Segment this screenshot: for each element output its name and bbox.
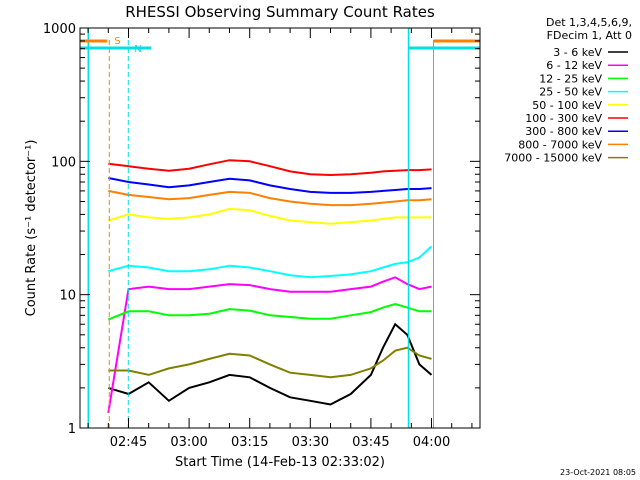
series-line-6 [108,159,432,177]
observing-flags: SN [80,28,480,428]
x-tick-label: 03:15 [231,435,268,450]
legend-label-2: 6 - 12 keV [546,59,602,72]
chart-title: RHESSI Observing Summary Count Rates [125,3,435,21]
series-line-5 [108,207,432,225]
generation-timestamp: 23-Oct-2021 08:05 [560,468,636,477]
x-axis-label: Start Time (14-Feb-13 02:33:02) [175,455,385,470]
legend-header-line-2: FDecim 1, Att 0 [547,29,632,42]
plot-frame [79,27,481,429]
series-line-8 [108,189,432,207]
legend: Det 1,3,4,5,6,9, FDecim 1, Att 0 3 - 6 k… [504,16,632,165]
series-line-7 [108,177,432,194]
x-tick-label: 03:00 [170,435,207,450]
legend-label-6: 100 - 300 keV [525,112,602,125]
y-axis: 1 10 100 1000 [43,22,480,437]
y-tick-label: 10 [59,289,76,304]
x-tick-label: 03:45 [352,435,389,450]
x-tick-label: 03:30 [292,435,329,450]
y-tick-label: 1000 [43,22,76,37]
legend-label-7: 300 - 800 keV [525,125,602,138]
series-group [107,159,433,413]
series-line-3 [107,303,432,321]
legend-label-4: 25 - 50 keV [539,86,602,99]
x-tick-label: 02:45 [110,435,147,450]
saa-flag-label: S [114,36,120,47]
legend-label-1: 3 - 6 keV [553,46,602,59]
legend-label-8: 800 - 7000 keV [518,138,602,151]
y-axis-label: Count Rate (s⁻¹ detector⁻¹) [24,140,39,317]
series-line-1 [108,322,433,406]
series-line-4 [108,245,433,279]
series-line-2 [107,276,432,413]
legend-label-3: 12 - 25 keV [539,72,602,85]
series-line-9 [108,346,432,379]
y-tick-label: 100 [51,155,76,170]
legend-label-9: 7000 - 15000 keV [504,152,602,165]
x-tick-label: 04:00 [413,435,450,450]
x-axis: 02:45 03:00 03:15 03:30 03:45 04:00 [87,28,473,450]
legend-header-line-1: Det 1,3,4,5,6,9, [546,16,632,29]
legend-label-5: 50 - 100 keV [532,99,602,112]
night-flag-label: N [134,44,141,55]
y-tick-label: 1 [68,422,76,437]
